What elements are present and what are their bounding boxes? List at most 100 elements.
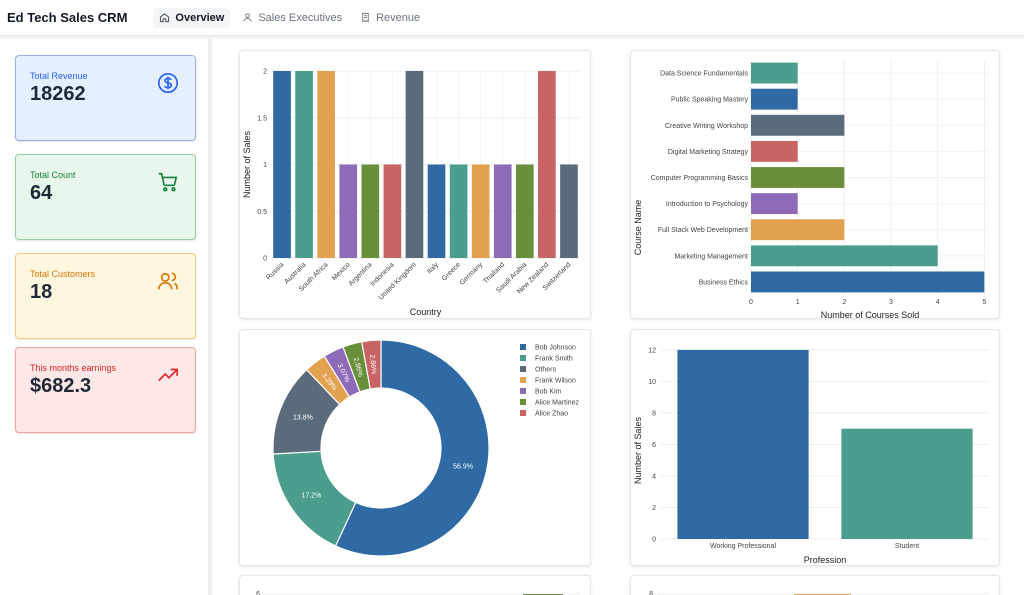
legend-label: Alice Zhao bbox=[535, 411, 568, 418]
legend-swatch bbox=[520, 388, 526, 394]
top-navbar: Ed Tech Sales CRM Overview Sales Executi… bbox=[0, 0, 1024, 36]
tab-sales-executives[interactable]: Sales Executives bbox=[236, 8, 348, 28]
y-tick-label: Marketing Management bbox=[674, 253, 748, 260]
x-axis-label: Profession bbox=[804, 555, 847, 565]
y-tick-label: Digital Marketing Strategy bbox=[668, 149, 749, 156]
y-tick-label: 10 bbox=[648, 379, 656, 386]
y-tick-label: 1.5 bbox=[257, 115, 267, 122]
kpi-total-revenue: Total Revenue 18262 bbox=[15, 55, 196, 141]
profession-sales-chart: 0 2 4 6 8 10 12 Working Professional Student Prof… bbox=[630, 329, 1000, 566]
header-divider bbox=[0, 36, 1024, 39]
y-axis-label: Course Name bbox=[633, 200, 643, 256]
x-tick-label: Russia bbox=[265, 261, 285, 281]
bar bbox=[841, 428, 973, 539]
x-tick-label: 0 bbox=[749, 299, 753, 306]
kpi-label: Total Revenue bbox=[30, 71, 88, 81]
executive-share-chart: 56.9% 17.2% 13.8% 3.29% 3.07% 2.86% 2.86% Bob J… bbox=[239, 329, 591, 566]
y-tick-label: 2 bbox=[652, 505, 656, 512]
cart-icon bbox=[158, 172, 178, 192]
bar bbox=[515, 164, 534, 258]
x-tick-label: Germany bbox=[459, 261, 485, 287]
kpi-value: 18262 bbox=[30, 83, 86, 105]
tab-overview[interactable]: Overview bbox=[153, 7, 231, 28]
x-tick-label: Greece bbox=[441, 261, 462, 282]
x-tick-label: 1 bbox=[796, 299, 800, 306]
x-axis-label: Country bbox=[410, 307, 442, 317]
x-tick-label: Mexico bbox=[331, 261, 352, 282]
course-sales-chart: 0 1 2 3 4 5 Data Science Fundamentals Public Sp… bbox=[630, 50, 1000, 319]
slice-label: 56.9% bbox=[453, 464, 473, 471]
tab-sales-executives-label: Sales Executives bbox=[258, 11, 343, 24]
dollar-icon bbox=[158, 73, 178, 93]
y-tick-label: Business Ethics bbox=[699, 279, 749, 286]
y-tick-label: 8 bbox=[652, 410, 656, 417]
legend-swatch bbox=[520, 344, 526, 350]
bar bbox=[361, 164, 380, 258]
tab-revenue-label: Revenue bbox=[376, 11, 421, 24]
bar bbox=[751, 193, 798, 215]
y-tick-label: Full Stack Web Development bbox=[658, 227, 748, 234]
y-tick-label: 12 bbox=[648, 347, 656, 354]
bar bbox=[751, 167, 845, 188]
y-tick-label: Data Science Fundamentals bbox=[660, 71, 748, 78]
kpi-total-count: Total Count 64 bbox=[15, 154, 196, 240]
y-axis-label: Number of Sales bbox=[633, 416, 643, 484]
kpi-value: 18 bbox=[30, 281, 53, 303]
kpi-value: $682.3 bbox=[30, 375, 92, 397]
y-tick-label: 0 bbox=[263, 256, 267, 263]
tab-overview-label: Overview bbox=[175, 11, 225, 24]
course-sales-svg: 0 1 2 3 4 5 Data Science Fundamentals Public Sp… bbox=[633, 60, 989, 318]
legend-label: Bob Johnson bbox=[535, 345, 576, 352]
slice-label: 2.86% bbox=[368, 354, 377, 374]
home-icon bbox=[160, 13, 170, 23]
kpi-months-earnings: This months earnings $682.3 bbox=[15, 347, 196, 433]
y-tick-label: 0.5 bbox=[257, 209, 267, 216]
legend-label: Bob Kim bbox=[535, 389, 562, 396]
bar bbox=[449, 164, 468, 258]
x-tick-label: 3 bbox=[889, 299, 893, 306]
x-tick-label: 5 bbox=[982, 299, 986, 306]
bar bbox=[383, 164, 402, 258]
kpi-total-customers: Total Customers 18 bbox=[15, 253, 196, 339]
users-icon bbox=[158, 272, 178, 290]
y-tick-label: 8 bbox=[649, 591, 653, 595]
bar bbox=[751, 88, 798, 110]
trending-up-icon bbox=[158, 368, 178, 382]
bar bbox=[493, 164, 512, 258]
user-icon bbox=[243, 13, 252, 22]
legend-label: Others bbox=[535, 367, 557, 374]
legend-swatch bbox=[520, 355, 526, 361]
executive-share-svg: 56.9%17.2%13.8%3.29%3.07% 2.86% 2.86%Bob J… bbox=[272, 339, 579, 557]
kpi-sidebar: Total Revenue 18262 Total Count 64 Total… bbox=[0, 39, 212, 595]
profession-sales-svg: 0 2 4 6 8 10 12 Working Professional Student Prof… bbox=[633, 347, 989, 565]
donut-slice bbox=[334, 339, 490, 557]
y-tick-label: 0 bbox=[652, 537, 656, 544]
y-tick-label: 6 bbox=[652, 442, 656, 449]
legend-label: Frank Wilson bbox=[535, 378, 576, 385]
bar bbox=[339, 164, 358, 258]
tab-revenue[interactable]: Revenue bbox=[354, 8, 426, 28]
bar bbox=[538, 71, 556, 258]
bar bbox=[751, 140, 798, 162]
y-tick-label: Creative Writing Workshop bbox=[665, 123, 748, 130]
slice-label: 17.2% bbox=[302, 493, 322, 500]
legend-swatch bbox=[520, 410, 526, 416]
bar bbox=[427, 164, 446, 258]
kpi-label: Total Count bbox=[30, 170, 76, 180]
bar bbox=[751, 245, 938, 267]
y-tick-label: Public Speaking Mastery bbox=[671, 97, 749, 104]
x-tick-label: Italy bbox=[426, 261, 440, 275]
y-tick-label: Computer Programming Basics bbox=[651, 175, 749, 182]
slice-label: 13.8% bbox=[293, 414, 313, 421]
kpi-label: This months earnings bbox=[30, 363, 117, 373]
y-tick-label: 1 bbox=[263, 162, 267, 169]
legend-swatch bbox=[520, 377, 526, 383]
bar bbox=[405, 71, 424, 258]
receipt-icon bbox=[362, 12, 369, 23]
bottom-left-chart: 6 bbox=[239, 575, 591, 595]
y-axis-label: Number of Sales bbox=[242, 130, 252, 198]
kpi-label: Total Customers bbox=[30, 269, 96, 279]
legend-swatch bbox=[520, 399, 526, 405]
bar bbox=[751, 219, 845, 241]
